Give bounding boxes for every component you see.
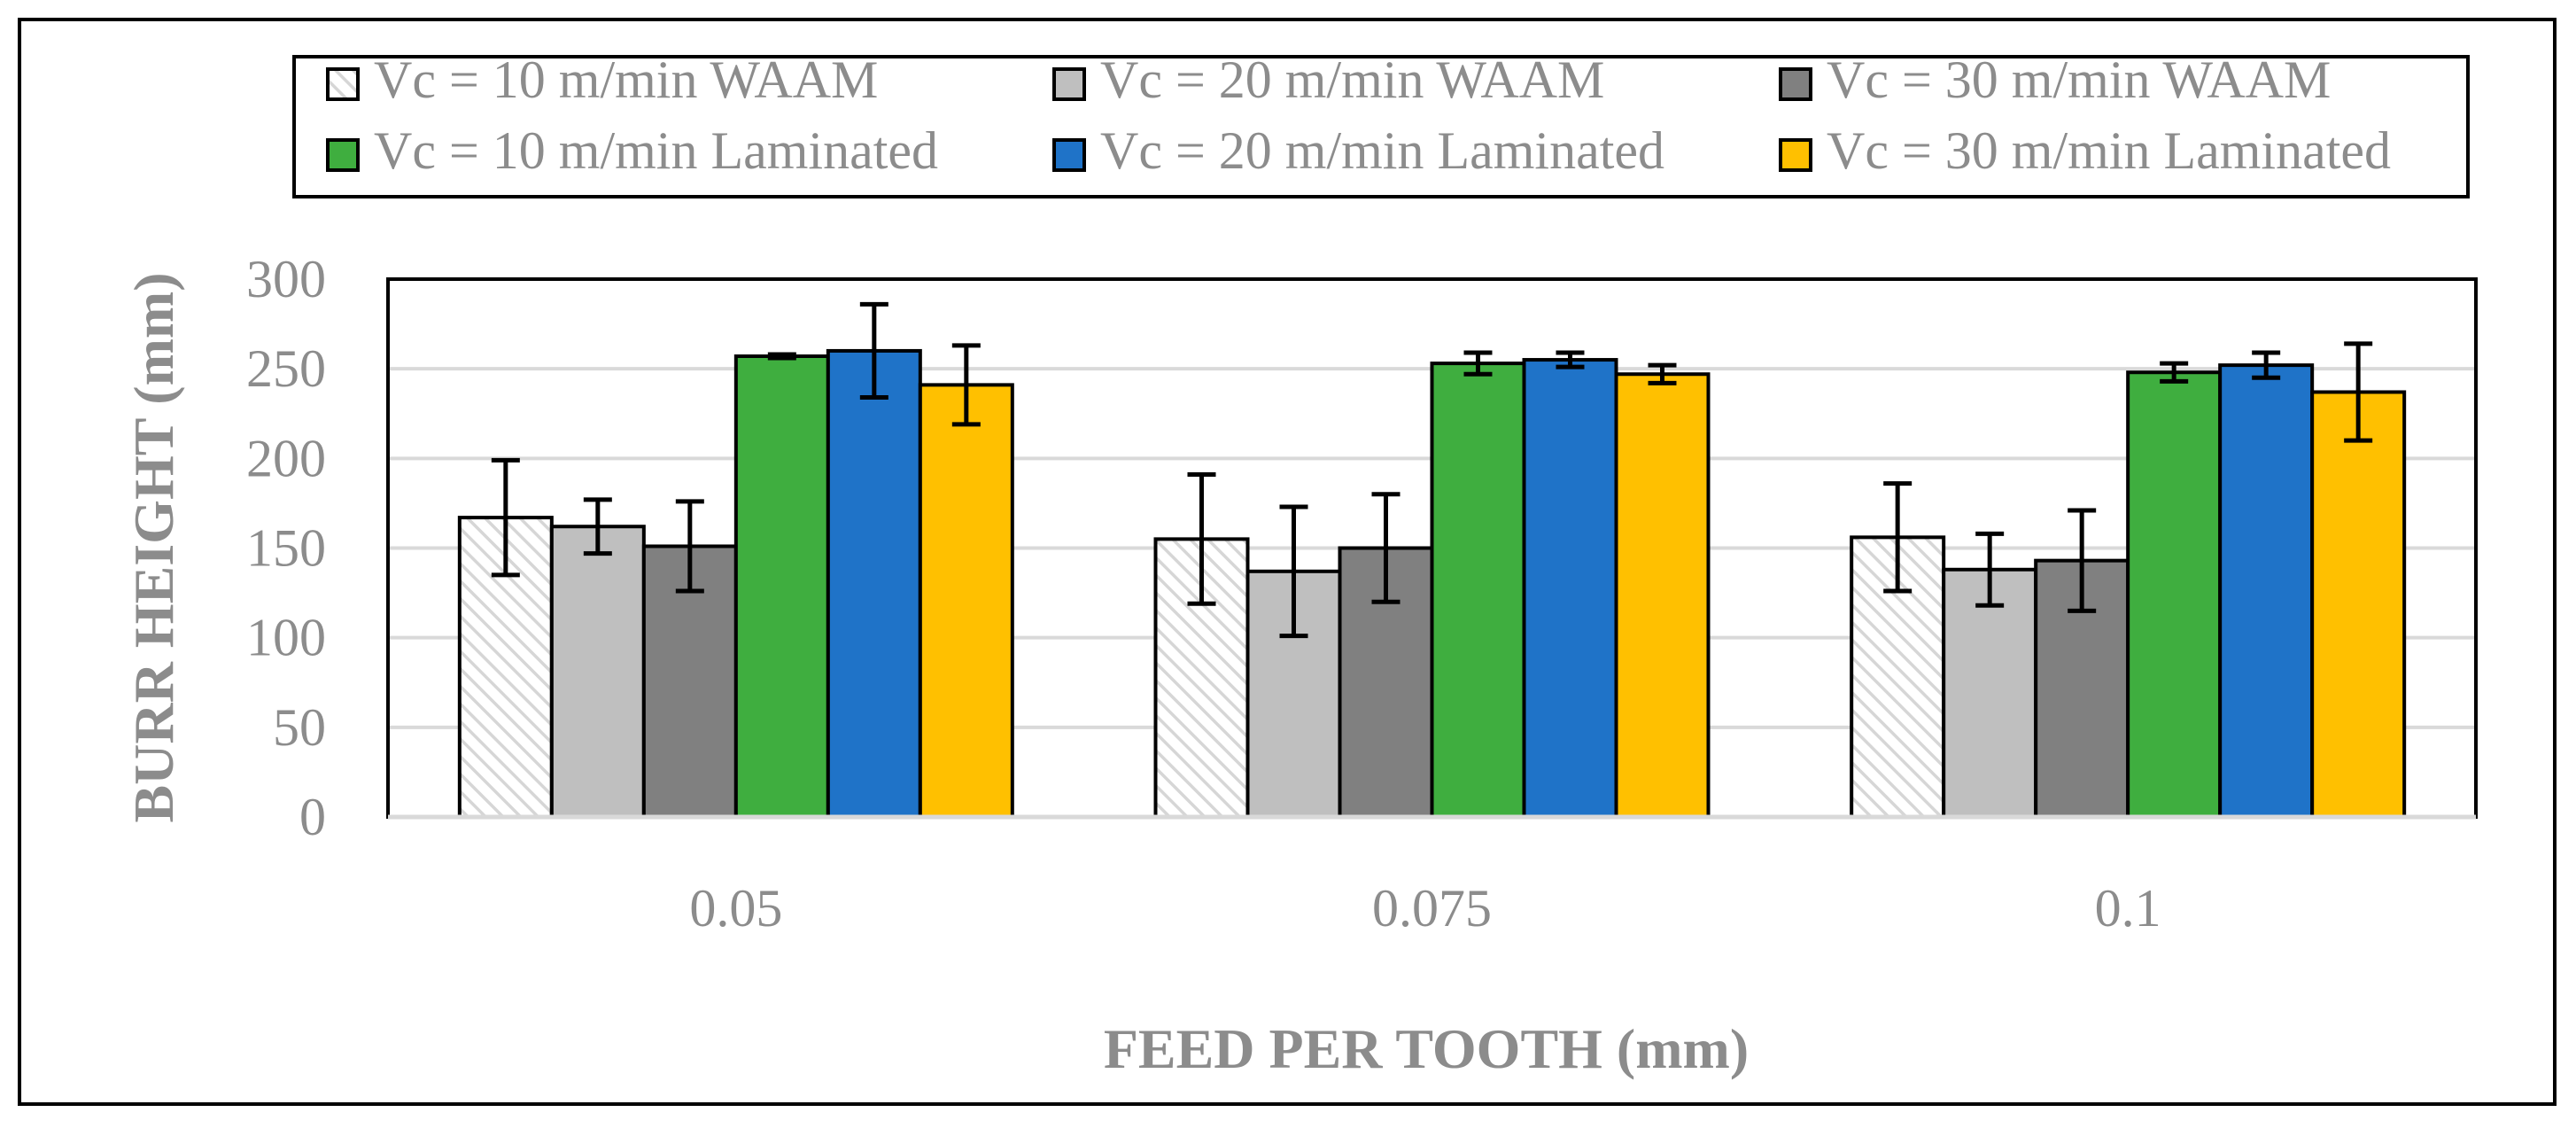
legend-swatch-vc-20-m-min-laminated — [1052, 138, 1086, 172]
error-bar-vc-20-m-min-laminated-0-075 — [1556, 350, 1585, 370]
bar-vc-10-m-min-laminated-0-075 — [1430, 362, 1526, 819]
y-tick-label: 50 — [273, 698, 326, 757]
y-tick-label: 150 — [246, 519, 326, 578]
y-tick-label: 200 — [246, 429, 326, 487]
y-tick-label: 0 — [299, 788, 326, 846]
error-bars — [491, 301, 2373, 639]
bar-vc-20-m-min-laminated-0-1 — [2218, 363, 2315, 819]
legend-swatch-vc-10-m-min-waam — [326, 67, 360, 101]
legend: Vc = 10 m/min WAAM Vc = 20 m/min WAAM Vc =… — [326, 51, 2391, 180]
error-bar-vc-30-m-min-waam-0-075 — [1371, 492, 1401, 604]
bar-vc-30-m-min-laminated-0-1 — [2310, 390, 2407, 819]
x-axis-ticks: 0.05 0.075 0.1 — [689, 879, 2161, 937]
error-bar-vc-20-m-min-waam-0-075 — [1279, 504, 1308, 639]
legend-label-vc-20-m-min-laminated: Vc = 20 m/min Laminated — [1100, 121, 1664, 180]
legend-swatch-vc-20-m-min-waam — [1052, 67, 1086, 101]
x-tick-label: 0.075 — [1372, 879, 1492, 937]
bar-vc-20-m-min-laminated-0-075 — [1522, 358, 1618, 819]
error-bar-vc-10-m-min-laminated-0-05 — [767, 352, 796, 361]
bar-vc-10-m-min-laminated-0-05 — [733, 354, 830, 819]
legend-label-vc-30-m-min-waam: Vc = 30 m/min WAAM — [1827, 51, 2331, 109]
error-bar-vc-20-m-min-laminated-0-1 — [2252, 350, 2281, 380]
error-bar-vc-10-m-min-waam-0-05 — [491, 457, 520, 578]
legend-swatch-vc-30-m-min-waam — [1779, 67, 1812, 101]
bar-vc-10-m-min-laminated-0-1 — [2126, 370, 2223, 819]
bar-vc-20-m-min-waam-0-1 — [1942, 567, 2038, 820]
y-tick-label: 250 — [246, 339, 326, 398]
legend-label-vc-30-m-min-laminated: Vc = 30 m/min Laminated — [1827, 121, 2391, 180]
error-bar-vc-20-m-min-laminated-0-05 — [859, 301, 888, 401]
y-axis-ticks: 0 50 100 150 200 250 300 — [246, 250, 326, 846]
bar-vc-20-m-min-laminated-0-05 — [826, 348, 922, 819]
bar-vc-20-m-min-waam-0-05 — [549, 525, 646, 819]
y-tick-label: 300 — [246, 250, 326, 308]
error-bar-vc-30-m-min-laminated-0-1 — [2344, 341, 2373, 443]
bar-vc-30-m-min-laminated-0-05 — [918, 383, 1014, 819]
legend-box — [292, 55, 2470, 198]
legend-swatch-vc-10-m-min-laminated — [326, 138, 360, 172]
y-tick-label: 100 — [246, 609, 326, 667]
error-bar-vc-10-m-min-laminated-0-1 — [2160, 361, 2189, 384]
error-bar-vc-10-m-min-laminated-0-075 — [1463, 350, 1493, 377]
error-bar-vc-20-m-min-waam-0-05 — [583, 497, 612, 556]
x-tick-label: 0.05 — [689, 879, 782, 937]
legend-label-vc-10-m-min-laminated: Vc = 10 m/min Laminated — [374, 121, 938, 180]
error-bar-vc-20-m-min-waam-0-1 — [1975, 531, 2005, 608]
legend-label-vc-20-m-min-waam: Vc = 20 m/min WAAM — [1100, 51, 1604, 109]
legend-label-vc-10-m-min-waam: Vc = 10 m/min WAAM — [374, 51, 878, 109]
y-axis-title: BURR HEIGHT (mm) — [122, 272, 185, 822]
x-tick-label: 0.1 — [2095, 879, 2161, 937]
error-bar-vc-10-m-min-waam-0-075 — [1187, 472, 1216, 606]
bar-vc-30-m-min-laminated-0-075 — [1614, 372, 1711, 819]
legend-swatch-vc-30-m-min-laminated — [1779, 138, 1812, 172]
x-axis-title: FEED PER TOOTH (mm) — [1104, 1017, 1749, 1080]
error-bar-vc-10-m-min-waam-0-1 — [1883, 481, 1913, 594]
error-bar-vc-30-m-min-laminated-0-05 — [951, 343, 981, 427]
error-bar-vc-30-m-min-waam-0-1 — [2068, 508, 2097, 613]
error-bar-vc-30-m-min-waam-0-05 — [675, 499, 704, 594]
error-bar-vc-30-m-min-laminated-0-075 — [1648, 362, 1677, 385]
